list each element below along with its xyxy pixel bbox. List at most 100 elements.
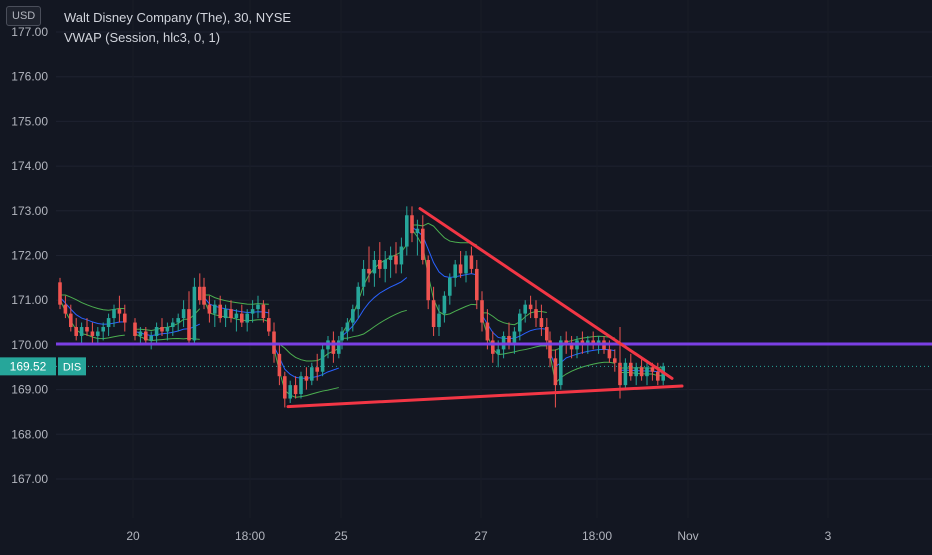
candle-body xyxy=(629,363,633,376)
candle-body xyxy=(80,327,84,336)
price-tick: 170.00 xyxy=(11,338,48,352)
candle-body xyxy=(453,264,457,277)
candle-body xyxy=(133,323,137,336)
candle-body xyxy=(529,305,533,309)
candle-body xyxy=(570,345,574,349)
candle-body xyxy=(400,247,404,265)
candle-body xyxy=(651,367,655,371)
candle-body xyxy=(559,340,563,385)
candle-body xyxy=(112,309,116,318)
candle-body xyxy=(554,358,558,385)
candle-body xyxy=(267,318,271,331)
time-tick: 3 xyxy=(825,529,832,543)
candle-body xyxy=(523,305,527,314)
candle-body xyxy=(545,327,549,340)
candle-body xyxy=(410,215,414,233)
candle-body xyxy=(251,309,255,313)
candle-body xyxy=(645,367,649,376)
candle-body xyxy=(218,305,222,318)
candle-body xyxy=(486,323,490,341)
candle-body xyxy=(459,264,463,273)
candle-body xyxy=(464,256,468,274)
candle-body xyxy=(187,309,191,340)
candle-body xyxy=(166,327,170,331)
candle-body xyxy=(171,323,175,327)
price-tick: 169.00 xyxy=(11,383,48,397)
candle-body xyxy=(213,305,217,314)
candle-body xyxy=(640,367,644,376)
price-tick: 175.00 xyxy=(11,114,48,128)
candle-body xyxy=(394,256,398,265)
candle-body xyxy=(540,318,544,327)
currency-badge[interactable]: USD xyxy=(6,6,41,26)
candle-body xyxy=(475,269,479,300)
price-tick: 172.00 xyxy=(11,249,48,263)
price-tick: 168.00 xyxy=(11,427,48,441)
candle-body xyxy=(405,215,409,246)
candle-body xyxy=(448,278,452,296)
ticker-label: DIS xyxy=(63,361,81,373)
candle-body xyxy=(193,287,197,341)
candle-body xyxy=(634,367,638,376)
candle-body xyxy=(321,349,325,371)
candle-body xyxy=(421,229,425,260)
candle-body xyxy=(351,309,355,322)
last-price-tag: 169.52 DIS xyxy=(0,357,86,375)
candle-body xyxy=(470,256,474,269)
candle-body xyxy=(416,229,420,233)
candle-body xyxy=(437,314,441,327)
candle-body xyxy=(613,358,617,362)
candle-body xyxy=(139,331,143,335)
candle-body xyxy=(235,314,239,318)
candle-body xyxy=(332,340,336,353)
candle-body xyxy=(299,376,303,394)
candle-body xyxy=(346,323,350,332)
time-tick: 27 xyxy=(474,529,488,543)
price-tick: 177.00 xyxy=(11,25,48,39)
candle-body xyxy=(176,318,180,322)
candle-body xyxy=(64,305,68,314)
candle-body xyxy=(149,336,153,340)
candle-body xyxy=(518,314,522,332)
time-tick: 20 xyxy=(126,529,140,543)
indicator-label[interactable]: VWAP (Session, hlc3, 0, 1) xyxy=(64,28,291,48)
candle-body xyxy=(91,331,95,335)
last-price-value: 169.52 xyxy=(10,359,47,373)
price-tick: 176.00 xyxy=(11,70,48,84)
candle-body xyxy=(383,260,387,269)
time-tick: 25 xyxy=(334,529,348,543)
candle-body xyxy=(294,385,298,394)
candle-body xyxy=(262,305,266,318)
candle-body xyxy=(283,376,287,398)
symbol-title[interactable]: Walt Disney Company (The), 30, NYSE xyxy=(64,8,291,28)
candle-body xyxy=(182,309,186,318)
candle-body xyxy=(58,282,62,304)
candle-body xyxy=(155,327,159,336)
price-tick: 167.00 xyxy=(11,472,48,486)
candle-body xyxy=(608,349,612,358)
candle-body xyxy=(118,309,122,313)
candle-body xyxy=(491,340,495,353)
candle-body xyxy=(278,354,282,376)
candle-body xyxy=(202,287,206,305)
candle-body xyxy=(229,309,233,318)
candle-body xyxy=(240,314,244,323)
candle-body xyxy=(340,331,344,340)
candle-body xyxy=(480,300,484,322)
legend: Walt Disney Company (The), 30, NYSE VWAP… xyxy=(64,8,291,48)
candle-body xyxy=(443,296,447,314)
candle-body xyxy=(310,367,314,380)
candle-body xyxy=(378,260,382,269)
time-tick: Nov xyxy=(677,529,698,543)
candle-body xyxy=(101,327,105,331)
candle-body xyxy=(496,349,500,353)
candle-body xyxy=(74,327,78,336)
time-tick: 18:00 xyxy=(235,529,265,543)
price-tick: 171.00 xyxy=(11,293,48,307)
candle-body xyxy=(337,340,341,353)
candle-body xyxy=(85,327,89,331)
candle-body xyxy=(107,318,111,327)
